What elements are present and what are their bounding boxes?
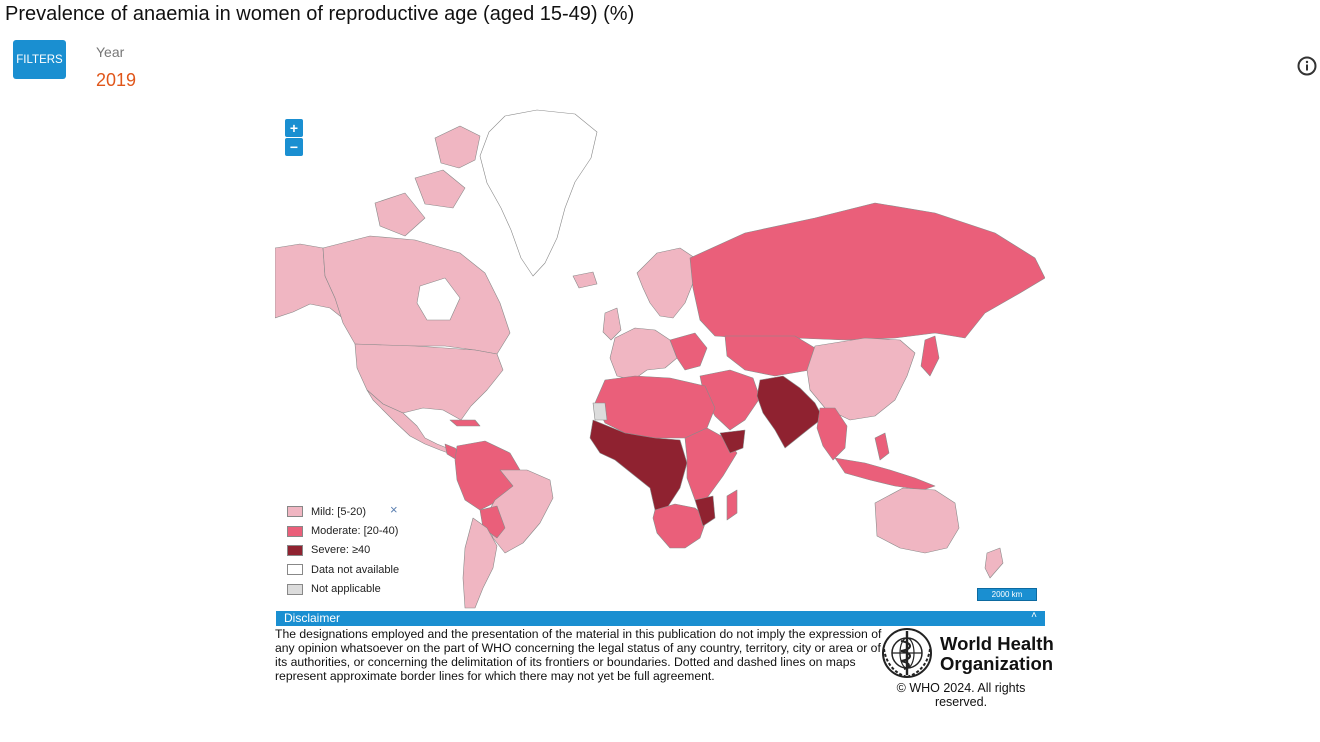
legend-label: Mild: [5-20) (311, 505, 367, 518)
who-logo-line2: Organization (940, 653, 1054, 674)
map-region-usa (354, 343, 504, 421)
legend-label: Moderate: [20-40) (311, 525, 399, 538)
legend-close-icon[interactable]: × (390, 502, 398, 517)
map-region-europe (609, 327, 678, 381)
map-region-scandinavia (636, 247, 696, 319)
map-region-greenland (479, 109, 598, 277)
disclaimer-header[interactable]: Disclaimer ˄ (276, 610, 1045, 626)
collapse-caret-icon[interactable]: ˄ (1031, 610, 1037, 621)
legend-swatch-moderate (287, 525, 303, 537)
who-logo-line1: World Health (940, 633, 1054, 654)
legend-swatch-no-data (287, 564, 303, 576)
map-region-canada-arctic (374, 125, 481, 237)
map-region-indonesia (834, 457, 936, 491)
legend-swatch-mild (287, 506, 303, 518)
filters-button[interactable]: FILTERS (13, 40, 66, 79)
legend-swatch-severe (287, 544, 303, 556)
map-scale-bar: 2000 km (977, 588, 1037, 601)
year-filter-value[interactable]: 2019 (96, 70, 137, 90)
map-legend: Mild: [5-20) Moderate: [20-40) Severe: ≥… (287, 502, 427, 599)
world-map[interactable] (275, 108, 1045, 610)
legend-item-not-applicable: Not applicable (287, 580, 427, 599)
map-region-southeast-asia (816, 407, 848, 461)
legend-item-moderate: Moderate: [20-40) (287, 521, 427, 540)
map-region-australia (874, 487, 960, 554)
zoom-in-button[interactable]: + (285, 119, 303, 137)
legend-item-no-data: Data not available (287, 560, 427, 579)
legend-label: Data not available (311, 563, 400, 576)
legend-label: Severe: ≥40 (311, 544, 371, 557)
copyright-text: © WHO 2024. All rights reserved. (896, 681, 1026, 709)
year-filter-label: Year (96, 44, 125, 60)
map-region-brazil (484, 469, 554, 554)
legend-item-mild: Mild: [5-20) (287, 502, 427, 521)
map-region-southern-africa (652, 503, 708, 549)
disclaimer-text: The designations employed and the presen… (275, 627, 882, 683)
info-icon[interactable] (1297, 56, 1317, 76)
legend-label: Not applicable (311, 583, 381, 596)
map-region-canada (322, 235, 511, 355)
zoom-out-button[interactable]: − (285, 138, 303, 156)
disclaimer-heading: Disclaimer (284, 611, 341, 625)
map-region-southern-cone (462, 517, 498, 609)
who-logo-text: World Health Organization (940, 634, 1054, 674)
map-region-russia (689, 202, 1045, 341)
legend-swatch-not-applicable (287, 583, 303, 595)
map-region-south-asia (756, 375, 824, 449)
legend-item-severe: Severe: ≥40 (287, 541, 427, 560)
who-emblem-icon (882, 628, 932, 678)
page-title: Prevalence of anaemia in women of reprod… (5, 3, 635, 25)
map-region-east-africa (684, 427, 738, 501)
map-region-china (806, 337, 916, 421)
